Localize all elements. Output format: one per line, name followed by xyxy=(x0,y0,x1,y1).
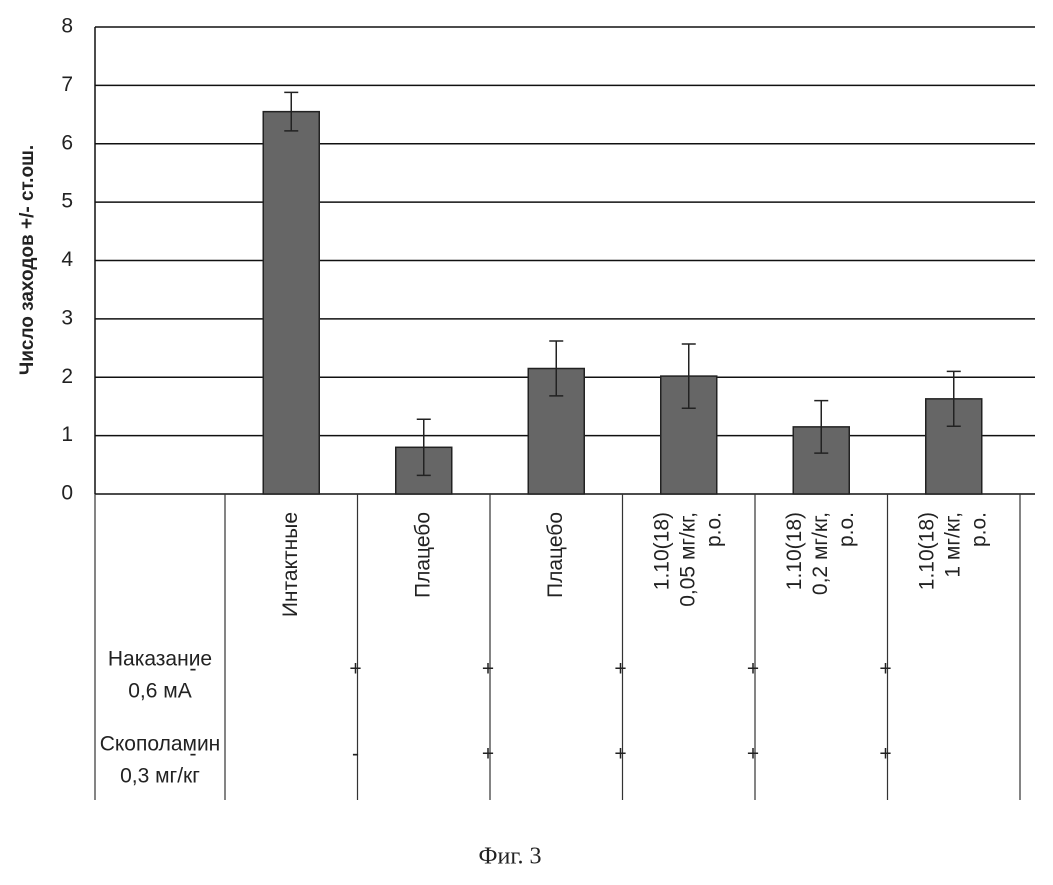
y-tick-label: 1 xyxy=(61,423,73,446)
y-tick-label: 0 xyxy=(61,482,73,505)
x-tick-label: Плацебо xyxy=(544,512,567,598)
x-tick-label: p.o. xyxy=(835,512,858,547)
table-cell: - xyxy=(190,658,197,681)
row-label: 0,6 мА xyxy=(128,680,191,703)
x-tick-label: 1.10(18) xyxy=(650,512,673,590)
y-tick-label: 7 xyxy=(61,73,73,96)
row-label: 0,3 мг/кг xyxy=(120,765,200,788)
x-tick-label: 1.10(18) xyxy=(915,512,938,590)
figure-caption: Фиг. 3 xyxy=(479,844,542,870)
x-tick-label: Плацебо xyxy=(411,512,434,598)
bar xyxy=(263,112,319,494)
y-tick-label: 6 xyxy=(61,131,73,154)
y-tick-label: 4 xyxy=(61,248,73,271)
x-tick-label: 1 мг/кг, xyxy=(941,512,964,578)
table-cell: - xyxy=(352,743,359,766)
table-cell: + xyxy=(482,658,494,681)
x-tick-label: p.o. xyxy=(702,512,725,547)
table-cell: + xyxy=(747,658,759,681)
y-axis-label: Число заходов +/- ст.ош. xyxy=(17,145,38,375)
y-tick-label: 8 xyxy=(61,15,73,38)
table-cell: + xyxy=(482,743,494,766)
row-label: Скополамин xyxy=(100,733,221,756)
table-cell: + xyxy=(614,658,626,681)
table-cell: + xyxy=(747,743,759,766)
x-tick-label: 0,05 мг/кг, xyxy=(676,512,699,607)
table-cell: + xyxy=(879,743,891,766)
y-tick-label: 3 xyxy=(61,306,73,329)
table-cell: - xyxy=(190,743,197,766)
y-tick-label: 5 xyxy=(61,190,73,213)
x-tick-label: 1.10(18) xyxy=(783,512,806,590)
y-tick-label: 2 xyxy=(61,365,73,388)
table-cell: + xyxy=(614,743,626,766)
x-tick-label: p.o. xyxy=(967,512,990,547)
x-tick-label: Интактные xyxy=(279,512,302,617)
table-cell: + xyxy=(879,658,891,681)
x-tick-label: 0,2 мг/кг, xyxy=(809,512,832,595)
table-cell: + xyxy=(349,658,361,681)
